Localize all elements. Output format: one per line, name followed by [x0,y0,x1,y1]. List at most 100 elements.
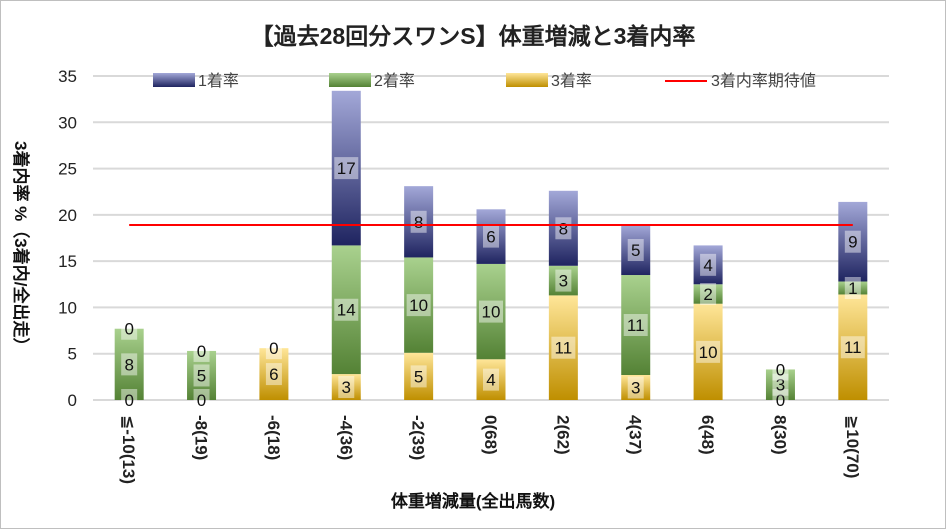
y-tick-label: 15 [58,252,77,271]
data-label-bg [483,225,499,248]
data-label-bg [193,389,210,411]
data-label-3着率: 3 [342,378,351,397]
y-tick-label: 35 [58,67,77,86]
y-tick-label: 5 [68,345,77,364]
legend-label: 3着内率期待値 [711,72,816,90]
data-label-1着率: 17 [337,159,356,178]
data-label-2着率: 11 [627,316,645,335]
data-label-bg [121,389,138,411]
bar-segment-3着率 [259,348,289,400]
data-label-bg [772,389,789,411]
bar-segment-1着率 [331,90,361,246]
x-tick-label: 0(68) [481,415,500,455]
data-label-bg [265,337,282,360]
x-tick-label: 2(62) [553,415,572,455]
data-label-bg [406,294,431,317]
data-label-bg [627,239,644,262]
bar-segment-1着率 [693,245,723,285]
data-label-bg [193,364,210,387]
bar-segment-1着率 [476,209,506,264]
data-label-bg [121,353,138,376]
data-label-bg [483,368,499,391]
data-label-3着率: 10 [699,343,718,362]
data-label-bg [265,363,282,386]
bar-segment-1着率 [548,190,578,266]
data-label-1着率: 0 [197,342,206,361]
bar-segment-1着率 [621,225,651,276]
y-tick-label: 20 [58,206,77,225]
data-label-1着率: 0 [124,320,133,339]
data-label-2着率: 10 [482,303,501,322]
data-label-1着率: 8 [559,219,568,238]
y-tick-label: 10 [58,298,77,317]
data-label-2着率: 8 [124,355,133,374]
data-label-bg [193,339,210,362]
y-tick-label: 30 [58,113,77,132]
data-label-1着率: 0 [776,360,785,379]
x-tick-label: -4(36) [336,415,355,460]
data-label-bg [700,253,717,276]
bar-segment-3着率 [838,294,868,400]
data-label-3着率: 0 [776,391,785,410]
x-tick-label: 6(48) [698,415,717,455]
bar-segment-2着率 [404,257,434,353]
data-label-bg [551,336,576,359]
data-label-bg [410,210,427,233]
legend-label: 1着率 [198,72,239,90]
data-label-bg [623,314,648,337]
data-label-3着率: 5 [414,367,423,386]
legend-label: 3着率 [551,72,592,90]
data-label-bg [479,300,503,323]
y-tick-label: 25 [58,160,77,179]
y-tick-label: 0 [68,391,77,410]
data-label-bg [627,376,644,399]
data-label-bg [334,157,359,180]
x-tick-label: -8(19) [192,415,211,460]
data-label-3着率: 4 [486,371,495,390]
bar-segment-1着率 [404,186,434,258]
data-label-2着率: 3 [776,376,785,395]
bar-segment-1着率 [838,201,868,282]
data-label-1着率: 0 [269,339,278,358]
data-label-3着率: 6 [269,365,278,384]
data-label-3着率: 11 [555,339,573,358]
data-label-1着率: 4 [703,256,712,275]
data-label-bg [334,298,359,321]
bar-segment-3着率 [404,352,434,400]
data-label-bg [696,340,721,363]
data-label-bg [410,365,427,388]
bar-segment-2着率 [187,350,217,400]
legend-swatch [506,73,548,87]
data-label-bg [555,269,572,292]
data-label-bg [338,376,355,399]
x-tick-label: -6(18) [264,415,283,460]
bar-segment-2着率 [621,275,651,376]
data-label-bg [840,336,865,359]
data-label-bg [844,230,861,253]
bar-segment-2着率 [765,369,795,400]
x-tick-label: ≦-10(13) [119,415,138,484]
x-tick-label: ≧10(70) [843,415,862,478]
legend-label: 2着率 [374,72,415,90]
data-label-1着率: 8 [414,213,423,232]
data-label-2着率: 14 [337,301,356,320]
chart-title: 【過去28回分スワンS】体重増減と3着内率 [251,23,696,49]
y-axis-title: 3着内率 %（3着内/全出走） [11,141,31,354]
data-label-bg [700,283,717,306]
bar-segment-2着率 [331,245,361,375]
data-label-2着率: 2 [703,285,712,304]
data-label-bg [772,358,789,381]
data-label-bg [772,373,789,396]
x-axis-title: 体重増減量(全出馬数) [391,491,555,511]
bar-segment-3着率 [331,374,361,400]
bar-segment-2着率 [693,284,723,304]
x-tick-label: -2(39) [409,415,428,460]
data-label-bg [555,217,572,240]
x-tick-label: 4(37) [626,415,645,455]
legend-swatch [329,73,371,87]
data-label-3着率: 0 [197,391,206,410]
x-tick-label: 8(30) [770,415,789,455]
data-label-2着率: 5 [197,366,206,385]
